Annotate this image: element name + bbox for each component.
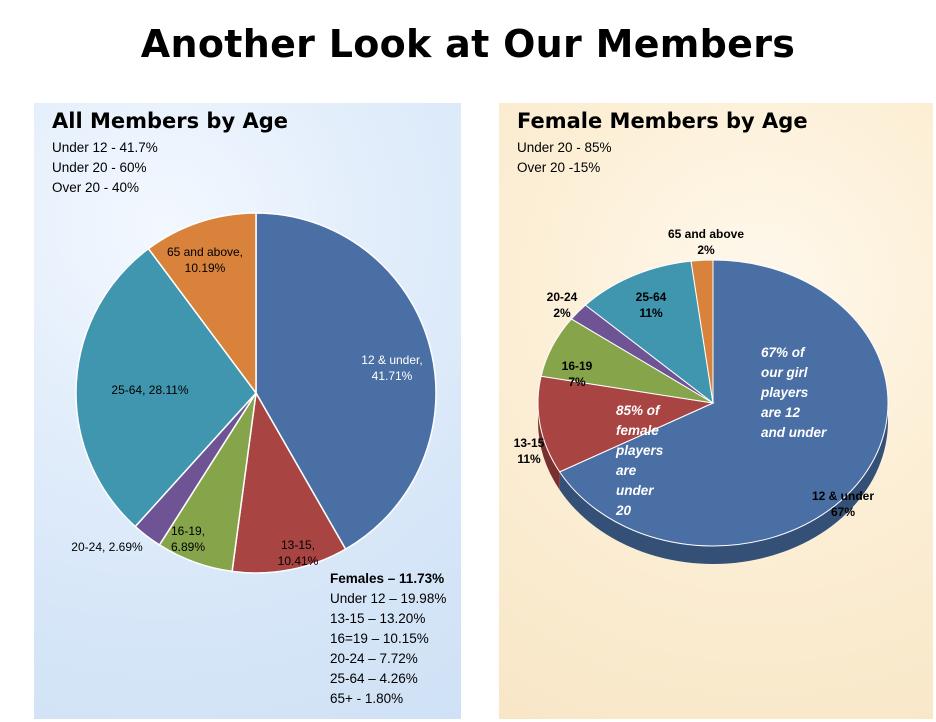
annotation-girls-12-and-under: 67% of our girl players are 12 and under — [760, 345, 827, 440]
data-label-13-15: 13-15 11% — [514, 436, 545, 466]
pie-slice-12-and-under — [558, 259, 889, 547]
females-item: 13-15 – 13.20% — [330, 611, 426, 626]
data-label-25-64: 25-64 11% — [636, 290, 667, 320]
annotation-85-under-20: 85% of female players are under 20 — [615, 403, 664, 518]
females-item: 20-24 – 7.72% — [330, 651, 418, 666]
females-item: 65+ - 1.80% — [330, 691, 404, 706]
pie-slice-25-64 — [584, 260, 714, 405]
data-label-16-19: 16-19 7% — [562, 359, 593, 389]
females-item: Under 12 – 19.98% — [330, 591, 447, 606]
data-label-65-and-above: 65 and above, 10.19% — [167, 245, 243, 275]
female-members-title: Female Members by Age — [517, 109, 808, 133]
females-item: 16=19 – 10.15% — [330, 631, 429, 646]
data-label-25-64: 25-64, 28.11% — [111, 383, 188, 397]
note-line: Under 12 - 41.7% — [52, 140, 158, 155]
pie-side-13-15 — [538, 403, 560, 490]
note-line: Under 20 - 60% — [52, 160, 147, 175]
note-line: Under 20 - 85% — [517, 140, 612, 155]
pie-slice-12-and-under — [255, 212, 437, 551]
all-members-title: All Members by Age — [52, 109, 288, 133]
pie-slice-65-and-above — [690, 259, 714, 404]
females-item: 25-64 – 4.26% — [330, 671, 418, 686]
pie-slice-13-15 — [537, 375, 715, 473]
data-label-12-and-under: 12 & under 67% — [812, 489, 874, 519]
data-label-13-15: 13-15, 10.41% — [278, 538, 319, 568]
female-members-notes: Under 20 - 85% Over 20 -15% — [517, 138, 612, 178]
data-label-20-24: 20-24, 2.69% — [71, 540, 143, 554]
data-label-12-and-under: 12 & under, 41.71% — [361, 353, 422, 383]
all-members-panel: All Members by Age Under 12 - 41.7% Unde… — [34, 103, 461, 719]
females-heading: Females – 11.73% — [330, 571, 445, 586]
data-label-20-24: 20-24 2% — [547, 290, 578, 320]
data-label-65-and-above: 65 and above 2% — [668, 227, 744, 257]
pie-slice-25-64 — [75, 247, 257, 528]
all-members-pie-chart: 12 & under, 41.71% 13-15, 10.41% 16-19, 6.89%… — [71, 212, 437, 574]
pie-slice-65-and-above — [147, 212, 257, 396]
females-breakdown: Females – 11.73% Under 12 – 19.98% 13-15… — [330, 569, 446, 709]
slide-title: Another Look at Our Members — [140, 22, 796, 66]
data-label-16-19: 16-19, 6.89% — [171, 524, 205, 554]
note-line: Over 20 -15% — [517, 160, 601, 175]
female-members-pie-chart: 12 & under 67% 13-15 11% 16-19 7% 20-24 2% 25-64… — [514, 227, 889, 564]
female-members-panel: Female Members by Age Under 20 - 85% Ove… — [499, 103, 933, 719]
pie-slice-13-15 — [231, 390, 347, 574]
all-members-notes: Under 12 - 41.7% Under 20 - 60% Over 20 … — [52, 138, 158, 198]
note-line: Over 20 - 40% — [52, 180, 140, 195]
